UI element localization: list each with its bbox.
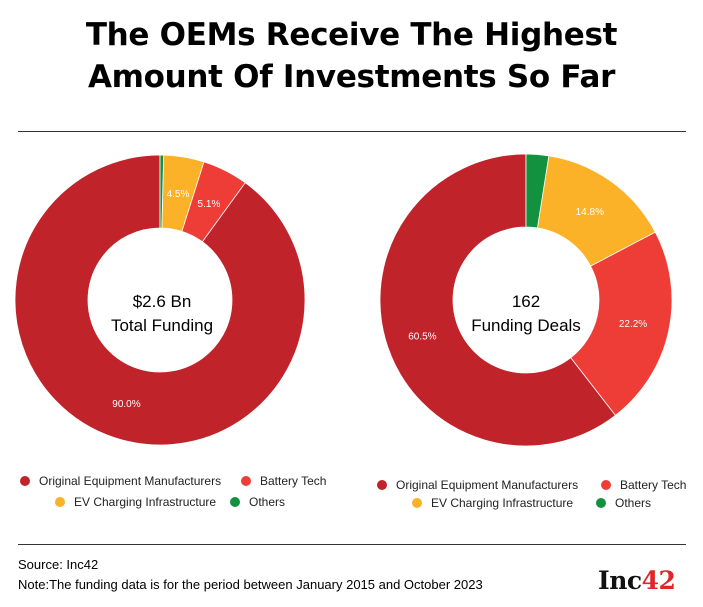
funding-data-label-battery: 5.1%	[198, 199, 221, 210]
deals-data-label-ev-charging: 14.8%	[576, 207, 604, 218]
funding-slice-oem	[14, 154, 306, 446]
legend-label-ev-charging: EV Charging Infrastructure	[74, 495, 217, 509]
legend-label-oem-right: Original Equipment Manufacturers	[396, 478, 579, 492]
funding-slice-others	[159, 154, 165, 229]
legend-label-ev-charging-right: EV Charging Infrastructure	[431, 496, 574, 510]
deals-data-label-oem: 60.5%	[408, 331, 436, 342]
title-line-1: The OEMs Receive The Highest	[85, 17, 618, 53]
total-funding-value: $2.6 Bn	[132, 292, 192, 311]
deals-data-label-battery: 22.2%	[619, 319, 647, 330]
chart-title: The OEMs Receive The Highest Amount Of I…	[0, 14, 703, 98]
legend-item-others: Others	[230, 495, 285, 509]
legend-item-battery: Battery Tech	[241, 474, 326, 488]
legend-dot-others	[230, 497, 240, 507]
legend-dot-others-right	[596, 498, 606, 508]
deals-slice-others	[525, 153, 550, 229]
funding-data-label-oem: 90.0%	[112, 399, 140, 410]
note-text: Note:The funding data is for the period …	[18, 577, 483, 592]
top-divider	[18, 131, 686, 132]
legend-dot-ev-charging-right	[412, 498, 422, 508]
funding-donut-chart: 90.0% 5.1% 4.5%	[14, 154, 306, 446]
legend-label-others-right: Others	[615, 496, 652, 510]
legend-item-oem-right: Original Equipment Manufacturers	[377, 478, 578, 492]
legend-dot-ev-charging	[55, 497, 65, 507]
logo-text: Inc	[598, 566, 642, 595]
deals-donut-chart: 60.5% 22.2% 14.8%	[379, 153, 673, 447]
legend-dot-oem-right	[377, 480, 387, 490]
funding-data-label-ev-charging: 4.5%	[167, 189, 190, 200]
legend-dot-battery-right	[601, 480, 611, 490]
funding-deals-value: 162	[511, 292, 541, 311]
funding-center-label: $2.6 Bn Total Funding	[92, 290, 232, 338]
deals-slice-battery	[570, 231, 673, 416]
legend-label-battery-right: Battery Tech	[620, 478, 687, 492]
legend-dot-battery	[241, 476, 251, 486]
deals-slice-oem	[379, 153, 617, 447]
legend-item-battery-right: Battery Tech	[601, 478, 686, 492]
legend-label-oem: Original Equipment Manufacturers	[39, 474, 222, 488]
deals-center-label: 162 Funding Deals	[456, 290, 596, 338]
total-funding-caption: Total Funding	[110, 316, 214, 335]
source-text: Source: Inc42	[18, 557, 99, 572]
legend-label-battery: Battery Tech	[260, 474, 327, 488]
legend-item-ev-charging-right: EV Charging Infrastructure	[412, 496, 573, 510]
logo-accent: 42	[641, 566, 676, 595]
legend-item-others-right: Others	[596, 496, 651, 510]
legend-item-ev-charging: EV Charging Infrastructure	[55, 495, 216, 509]
title-line-2: Amount Of Investments So Far	[87, 59, 616, 95]
legend-dot-oem	[20, 476, 30, 486]
inc42-logo: Inc42	[598, 566, 676, 596]
funding-deals-caption: Funding Deals	[471, 316, 581, 335]
legend-item-oem: Original Equipment Manufacturers	[20, 474, 221, 488]
legend-label-others: Others	[249, 495, 286, 509]
bottom-divider	[18, 544, 686, 545]
